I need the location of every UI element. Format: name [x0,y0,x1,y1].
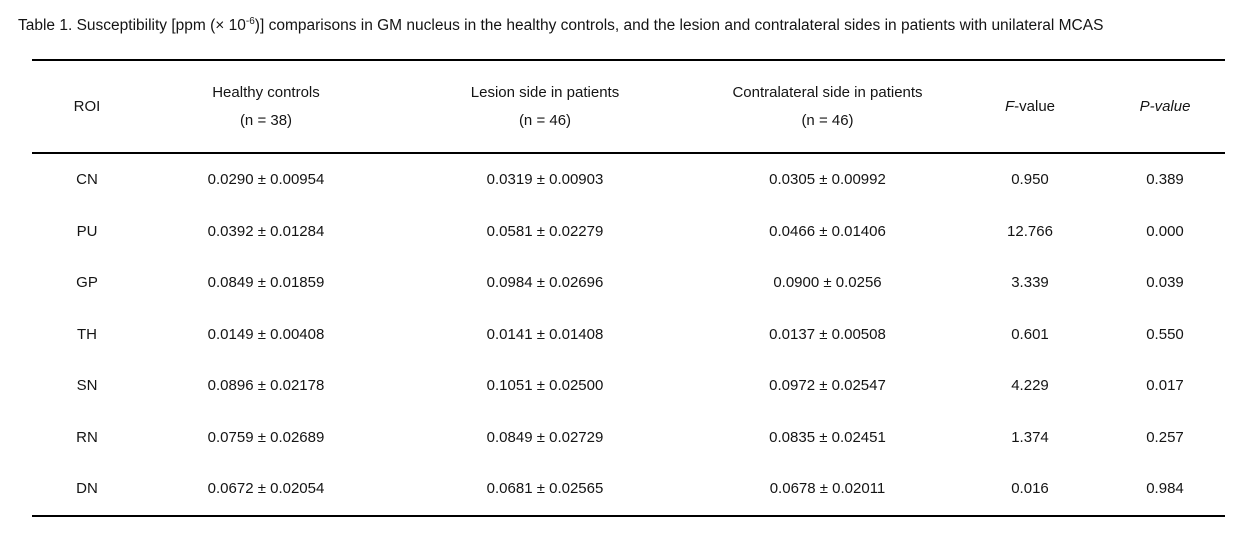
col-header-f-value: F-value [955,60,1105,153]
cell-contralateral-side: 0.0835 ± 0.02451 [769,428,886,446]
table-row-rn: RN 0.0759 ± 0.02689 0.0849 ± 0.02729 0.0… [32,412,1225,464]
table-row-sn: SN 0.0896 ± 0.02178 0.1051 ± 0.02500 0.0… [32,360,1225,412]
cell-roi: CN [76,171,98,189]
col-header-contralateral-side-label: Contralateral side in patients [732,83,923,101]
cell-f-value: 0.601 [1011,325,1049,343]
cell-lesion-side: 0.0849 ± 0.02729 [486,428,604,446]
cell-p-value: 0.039 [1146,274,1184,292]
col-header-lesion-side-label: Lesion side in patients [470,83,620,101]
cell-f-value: 12.766 [1007,222,1053,240]
col-header-lesion-side: Lesion side in patients (n = 46) [390,60,700,153]
cell-contralateral-side: 0.0137 ± 0.00508 [769,325,886,343]
cell-contralateral-side: 0.0678 ± 0.02011 [769,480,886,498]
cell-contralateral-side: 0.0305 ± 0.00992 [769,171,886,189]
col-header-roi: ROI [32,60,142,153]
cell-lesion-side: 0.1051 ± 0.02500 [486,377,604,395]
col-header-healthy-controls-label: Healthy controls [212,83,320,101]
cell-f-value: 0.950 [1011,171,1049,189]
cell-lesion-side: 0.0681 ± 0.02565 [486,480,604,498]
col-header-healthy-controls-n: (n = 38) [239,111,293,129]
col-header-roi-label: ROI [73,97,101,115]
col-header-contralateral-side-n: (n = 46) [801,111,854,129]
col-header-f-value-rest: -value [1014,98,1056,115]
cell-lesion-side: 0.0141 ± 0.01408 [486,325,604,343]
cell-p-value: 0.550 [1146,325,1184,343]
caption-superscript: -6 [245,15,255,27]
table-row-dn: DN 0.0672 ± 0.02054 0.0681 ± 0.02565 0.0… [32,463,1225,516]
cell-roi: DN [76,480,98,498]
cell-lesion-side: 0.0319 ± 0.00903 [486,171,604,189]
cell-contralateral-side: 0.0466 ± 0.01406 [769,222,886,240]
cell-roi: TH [77,325,97,343]
cell-f-value: 4.229 [1011,377,1049,395]
cell-f-value: 1.374 [1011,428,1049,446]
cell-healthy-controls: 0.0290 ± 0.00954 [207,171,325,189]
col-header-f-value-italic: F [1004,98,1015,115]
cell-p-value: 0.000 [1146,222,1184,240]
caption-text-prefix: Table 1. Susceptibility [ppm (× 10 [18,17,246,34]
table-caption: Table 1. Susceptibility [ppm (× 10-6)] c… [18,15,1243,36]
cell-roi: GP [76,274,98,292]
cell-lesion-side: 0.0581 ± 0.02279 [486,222,604,240]
table-row-th: TH 0.0149 ± 0.00408 0.0141 ± 0.01408 0.0… [32,309,1225,361]
cell-healthy-controls: 0.0672 ± 0.02054 [207,480,325,498]
col-header-contralateral-side: Contralateral side in patients (n = 46) [700,60,955,153]
cell-f-value: 0.016 [1011,480,1049,498]
cell-roi: PU [76,222,98,240]
col-header-p-value-italic: P-value [1139,98,1191,115]
cell-healthy-controls: 0.0896 ± 0.02178 [207,377,325,395]
cell-f-value: 3.339 [1011,274,1049,292]
table-row-pu: PU 0.0392 ± 0.01284 0.0581 ± 0.02279 0.0… [32,206,1225,258]
col-header-p-value: P-value [1105,60,1225,153]
cell-contralateral-side: 0.0900 ± 0.0256 [773,274,882,292]
table-row-gp: GP 0.0849 ± 0.01859 0.0984 ± 0.02696 0.0… [32,257,1225,309]
cell-contralateral-side: 0.0972 ± 0.02547 [769,377,886,395]
cell-p-value: 0.389 [1146,171,1184,189]
cell-healthy-controls: 0.0392 ± 0.01284 [207,222,325,240]
cell-healthy-controls: 0.0149 ± 0.00408 [207,325,325,343]
col-header-healthy-controls: Healthy controls (n = 38) [142,60,390,153]
cell-roi: SN [76,377,98,395]
caption-text-suffix: )] comparisons in GM nucleus in the heal… [254,17,1104,34]
cell-healthy-controls: 0.0759 ± 0.02689 [207,428,325,446]
cell-healthy-controls: 0.0849 ± 0.01859 [207,274,325,292]
cell-p-value: 0.017 [1146,377,1184,395]
cell-lesion-side: 0.0984 ± 0.02696 [486,274,604,292]
susceptibility-table: ROI Healthy controls (n = 38) Lesion sid… [32,59,1225,517]
table-row-cn: CN 0.0290 ± 0.00954 0.0319 ± 0.00903 0.0… [32,153,1225,206]
col-header-lesion-side-n: (n = 46) [518,111,572,129]
cell-p-value: 0.984 [1146,480,1184,498]
cell-p-value: 0.257 [1146,428,1184,446]
cell-roi: RN [76,428,98,446]
header-row: ROI Healthy controls (n = 38) Lesion sid… [32,60,1225,153]
